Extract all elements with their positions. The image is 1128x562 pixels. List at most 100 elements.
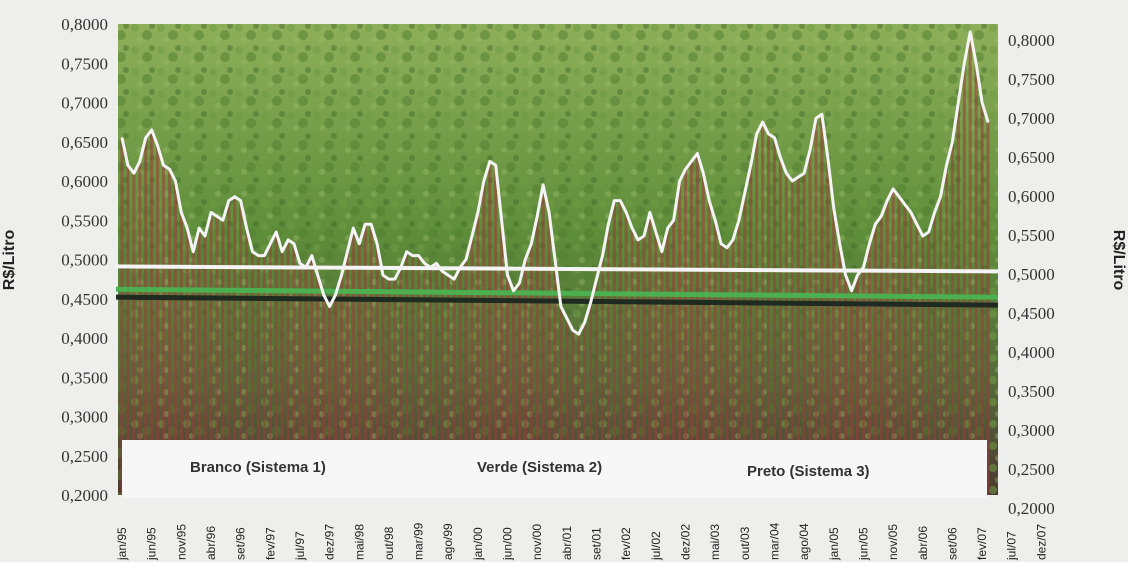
month-bar: [962, 63, 966, 495]
left-tick-label: 0,2500: [61, 447, 108, 466]
month-bar: [695, 153, 699, 495]
branco-point: [322, 294, 325, 296]
right-tick-label: 0,6500: [1008, 148, 1055, 167]
branco-point: [311, 254, 313, 257]
month-bar: [381, 275, 385, 495]
right-tick-label: 0,5500: [1008, 226, 1055, 245]
month-bar: [446, 275, 450, 495]
branco-point: [773, 137, 776, 139]
branco-point: [571, 329, 574, 331]
month-bar: [458, 267, 462, 495]
month-bar: [553, 259, 557, 495]
month-bar: [161, 165, 166, 495]
branco-point: [222, 219, 224, 222]
left-tick-label: 0,2000: [61, 486, 108, 505]
branco-point: [755, 133, 758, 135]
month-bar: [707, 200, 711, 495]
month-bar: [648, 212, 652, 495]
branco-point: [180, 211, 183, 214]
branco-point: [364, 223, 366, 225]
branco-point: [868, 243, 871, 245]
branco-point: [192, 250, 194, 253]
month-bar: [583, 322, 587, 495]
branco-point: [305, 266, 307, 269]
month-bar: [422, 263, 427, 495]
month-bar: [167, 169, 172, 495]
branco-point: [583, 321, 586, 324]
month-bar: [778, 157, 782, 495]
right-y-axis: 0,2000 0,2500 0,3000 0,3500 0,4000 0,4500 0,50…: [1008, 31, 1055, 518]
branco-point: [791, 180, 794, 182]
branco-point: [981, 101, 983, 104]
branco-point: [625, 211, 627, 214]
average-line: [115, 294, 999, 308]
branco-point: [672, 219, 675, 222]
x-axis-ticks: jan/95 jun/95 nov/95 abr/96 set/96 fev/97 jul/…: [115, 522, 1048, 561]
month-bar: [547, 212, 551, 495]
month-bar: [731, 239, 735, 495]
branco-point: [975, 62, 977, 65]
branco-point: [827, 156, 829, 159]
branco-point: [204, 235, 206, 237]
branco-point: [643, 235, 645, 237]
branco-point: [459, 266, 461, 269]
month-bar: [921, 235, 925, 495]
month-bar: [660, 251, 664, 495]
month-bar: [903, 204, 907, 495]
x-tick-label: out/03: [738, 526, 752, 560]
right-tick-label: 0,4000: [1008, 343, 1055, 362]
branco-point: [150, 129, 153, 131]
branco-point: [275, 231, 278, 233]
branco-point: [127, 164, 129, 167]
left-tick-label: 0,3500: [61, 368, 108, 387]
x-tick-label: out/98: [382, 526, 396, 560]
left-tick-label: 0,7000: [61, 94, 108, 113]
branco-point: [856, 274, 859, 277]
branco-point: [293, 243, 295, 245]
month-bar: [339, 275, 344, 495]
x-tick-label: mai/98: [352, 524, 366, 560]
branco-point: [696, 152, 699, 155]
month-bar: [944, 165, 949, 495]
legend: Branco (Sistema 1) Verde (Sistema 2) Pre…: [122, 440, 987, 498]
month-bar: [844, 275, 848, 495]
month-bar: [986, 122, 990, 495]
branco-point: [281, 250, 283, 253]
branco-point: [874, 223, 877, 225]
month-bar: [867, 243, 871, 495]
branco-point: [714, 219, 716, 222]
branco-point: [951, 140, 954, 143]
month-bar: [250, 251, 255, 495]
month-bar: [452, 279, 456, 495]
branco-point: [601, 254, 604, 257]
left-tick-label: 0,3000: [61, 408, 108, 427]
month-bar: [233, 196, 237, 495]
month-bar: [766, 133, 771, 495]
x-tick-label: dez/97: [323, 524, 337, 560]
month-bar: [280, 251, 284, 495]
x-tick-label: nov/05: [886, 524, 900, 560]
month-bar: [191, 251, 195, 495]
x-tick-label: nov/00: [530, 524, 544, 560]
month-bar: [155, 145, 160, 495]
month-bar: [909, 212, 913, 495]
left-tick-label: 0,6000: [61, 172, 108, 191]
month-bar: [802, 173, 806, 495]
month-bar: [144, 137, 148, 495]
branco-point: [156, 144, 159, 147]
branco-point: [720, 243, 722, 245]
left-axis-title: R$/Litro: [1, 230, 18, 291]
branco-point: [690, 160, 693, 163]
branco-point: [785, 172, 788, 174]
month-bar: [630, 228, 634, 495]
branco-point: [761, 121, 764, 123]
month-bar: [434, 263, 438, 495]
branco-point: [388, 278, 390, 280]
month-bar: [677, 181, 682, 495]
branco-point: [862, 266, 865, 269]
branco-point: [494, 164, 497, 167]
month-bar: [606, 224, 610, 495]
month-bar: [387, 279, 391, 495]
left-y-axis: 0,2000 0,2500 0,3000 0,3500 0,4000 0,4500 0,50…: [61, 15, 108, 505]
